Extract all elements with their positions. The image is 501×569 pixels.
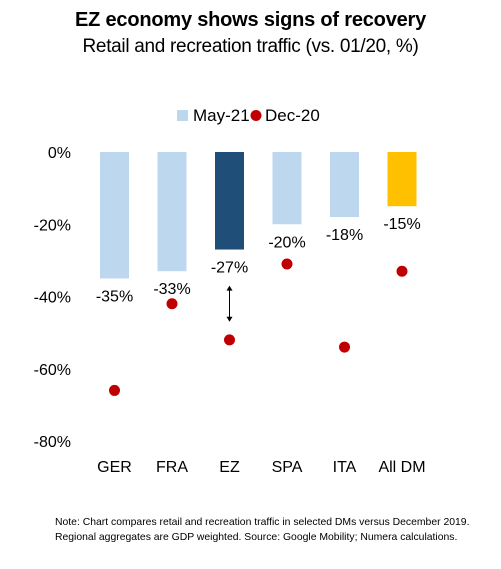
dec-marker-spa xyxy=(281,258,293,270)
data-label: -33% xyxy=(153,281,190,298)
data-label: -35% xyxy=(96,288,133,305)
dec-marker-ez xyxy=(224,334,235,346)
bar-ez xyxy=(215,152,244,250)
bar-ita xyxy=(330,152,359,218)
x-tick-label: ITA xyxy=(333,459,357,476)
annotation-arrow-head-down xyxy=(226,316,233,322)
legend-label-dec20: Dec-20 xyxy=(265,106,320,125)
x-tick-label: EZ xyxy=(219,459,240,476)
dec-marker-ita xyxy=(339,341,350,353)
data-label: -27% xyxy=(211,260,248,277)
y-tick-label: -40% xyxy=(34,290,71,307)
annotation-arrow-head-up xyxy=(226,285,233,291)
y-tick-label: -60% xyxy=(34,362,71,379)
dec-markers xyxy=(109,258,408,396)
data-label: -15% xyxy=(383,216,420,233)
x-tick-label: SPA xyxy=(272,459,303,476)
bar-fra xyxy=(157,152,187,272)
data-labels: -35% -33% -27% -20% -18% -15% xyxy=(96,216,421,305)
chart-title: EZ economy shows signs of recovery xyxy=(74,9,427,31)
y-tick-label: -80% xyxy=(34,434,71,451)
annotation xyxy=(226,285,233,322)
x-tick-label: GER xyxy=(97,459,132,476)
data-label: -18% xyxy=(326,227,363,244)
x-tick-label: FRA xyxy=(156,459,188,476)
dec-marker-fra xyxy=(166,298,178,310)
y-tick-label: -20% xyxy=(34,217,71,234)
footnote: Note: Chart compares retail and recreati… xyxy=(55,517,470,543)
x-tick-label: All DM xyxy=(378,459,425,476)
bar-spa xyxy=(272,152,302,225)
legend-label-may21: May-21 xyxy=(193,106,250,125)
bars xyxy=(100,152,417,279)
data-label: -20% xyxy=(268,234,305,251)
bar-all-dm xyxy=(387,152,417,207)
legend-marker-dec20 xyxy=(250,110,262,121)
dec-marker-ger xyxy=(109,384,120,396)
chart-subtitle: Retail and recreation traffic (vs. 01/20… xyxy=(82,36,419,57)
dec-marker-all-dm xyxy=(396,265,408,277)
bar-ger xyxy=(100,152,129,279)
y-tick-label: 0% xyxy=(48,145,71,162)
legend: May-21 Dec-20 xyxy=(177,106,320,125)
x-axis: GER FRA EZ SPA ITA All DM xyxy=(97,459,425,476)
legend-swatch-may21 xyxy=(177,110,188,121)
y-axis: 0% -20% -40% -60% -80% xyxy=(34,145,71,451)
